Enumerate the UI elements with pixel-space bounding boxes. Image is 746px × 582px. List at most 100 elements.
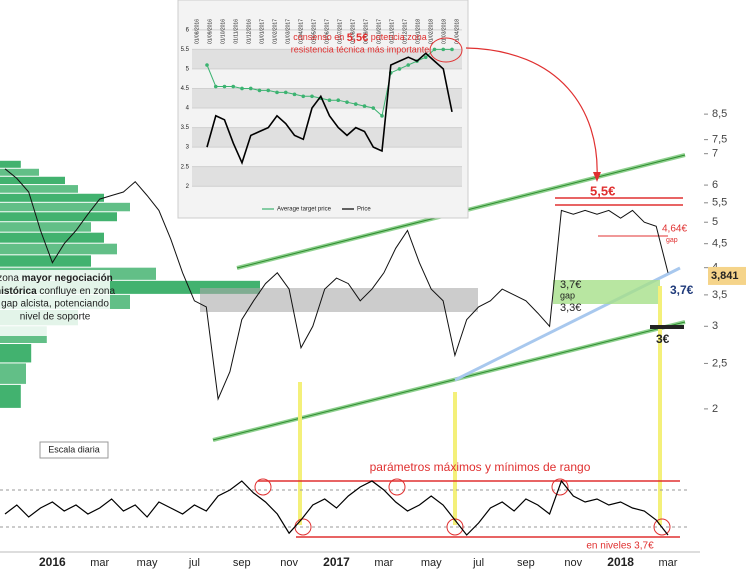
note-box — [0, 270, 110, 336]
y-tick-label: 5,5 — [712, 197, 727, 209]
gap-high-label: 3,7€ — [560, 279, 581, 291]
osc-circle — [653, 518, 671, 536]
volume-bar — [0, 185, 78, 193]
inset-y-tick-label: 3 — [186, 145, 190, 151]
legend-label: Average target price — [277, 207, 332, 213]
inset-x-tick-label: 01/11/2017 — [389, 19, 395, 44]
y-tick-label: 7 — [712, 148, 718, 160]
inset-marker — [450, 47, 454, 52]
inset-highlight — [429, 37, 463, 63]
inset-x-tick-label: 01/10/2017 — [376, 19, 382, 44]
inset-x-tick-label: 01/03/2018 — [441, 19, 447, 44]
inset-y-tick-label: 2 — [186, 184, 190, 190]
inset-marker — [327, 98, 332, 103]
congestion-band — [200, 288, 478, 312]
inset-band — [192, 166, 462, 187]
inset-x-tick-label: 01/02/2018 — [428, 19, 434, 44]
volume-bar — [0, 344, 32, 363]
current-price-label: 3,841 — [711, 270, 739, 282]
y-tick-label: 2 — [712, 403, 718, 415]
inset-marker — [423, 55, 428, 59]
inset-marker — [371, 106, 376, 110]
inset-x-tick-label: 01/04/2017 — [298, 19, 304, 44]
annotation-part: 5,5€ — [347, 32, 368, 44]
inset-x-tick-label: 01/08/2016 — [194, 19, 200, 44]
x-tick-label: may — [137, 557, 158, 569]
x-tick-label: nov — [564, 557, 582, 569]
support-label: 3,7€ — [670, 283, 694, 297]
y-tick-label: 2,5 — [712, 357, 727, 369]
inset-y-tick-label: 3.5 — [181, 125, 190, 131]
x-tick-label: mar — [659, 557, 678, 569]
scale-label: Escala diaria — [48, 444, 100, 454]
osc-circle — [551, 478, 569, 496]
inset-marker — [301, 94, 306, 99]
inset-marker — [310, 94, 314, 99]
inset-marker — [248, 86, 253, 91]
inset-x-tick-label: 01/06/2017 — [324, 19, 330, 44]
y-tick-label: 5 — [712, 216, 718, 228]
note-part: zona — [0, 273, 22, 284]
inset-marker — [266, 88, 271, 93]
inset-band — [192, 88, 462, 109]
range-title: parámetros máximos y mínimos de rango — [370, 460, 591, 474]
inset-x-tick-label: 01/04/2018 — [454, 19, 460, 44]
inset-y-tick-label: 2.5 — [181, 164, 190, 170]
x-tick-label: may — [421, 557, 442, 569]
volume-bar — [0, 202, 130, 212]
volume-bar — [0, 193, 104, 202]
inset-x-tick-label: 01/03/2017 — [285, 19, 291, 44]
volume-bar — [0, 255, 91, 267]
volume-bar — [0, 176, 65, 185]
inset-x-tick-label: 01/12/2017 — [402, 19, 408, 44]
support-note: histórica confluye en zona — [0, 286, 115, 297]
volume-bar — [0, 232, 104, 243]
inset-x-tick-label: 01/12/2016 — [246, 19, 252, 44]
inset-marker — [397, 67, 402, 71]
osc-circle — [388, 478, 406, 496]
inset-chart: 2 2.5 3 3.5 4 4.5 5 5.5 6 01/08/2016 01/09/2016 01/… — [177, 0, 469, 219]
inset-x-tick-label: 01/09/2016 — [207, 19, 213, 44]
inset-marker — [213, 84, 218, 89]
volume-bar — [0, 168, 39, 176]
x-tick-label: mar — [374, 557, 393, 569]
x-tick-label: mar — [90, 557, 109, 569]
support-note: gap alcista, potenciando — [1, 299, 109, 310]
inset-marker — [441, 47, 446, 52]
inset-y-tick-label: 5.5 — [181, 47, 190, 53]
inset-marker — [353, 102, 358, 106]
volume-bar — [0, 384, 21, 408]
oscillator — [0, 478, 690, 538]
inset-x-tick-label: 01/07/2017 — [337, 19, 343, 44]
inset-y-tick-label: 6 — [186, 27, 190, 33]
floor-label: 3€ — [656, 332, 670, 346]
inset-marker — [240, 86, 244, 91]
x-tick-label: jul — [472, 557, 484, 569]
y-tick-label: 7,5 — [712, 134, 727, 146]
current-price-box — [708, 266, 746, 285]
legend-label: Price — [357, 207, 371, 213]
gap-level-label: 4,64€ — [662, 224, 687, 235]
note-part: histórica — [0, 286, 37, 297]
price-line — [4, 168, 669, 401]
inset-x-tick-label: 01/02/2017 — [272, 19, 278, 44]
inset-y-tick-label: 5 — [186, 66, 190, 72]
callout-arrow — [465, 47, 598, 179]
gap-mid-label: gap — [560, 290, 575, 300]
osc-circle — [254, 478, 272, 496]
floor-bar — [650, 325, 684, 329]
callout-arrowhead — [593, 172, 601, 182]
inset-x-tick-label: 01/05/2017 — [311, 19, 317, 44]
x-tick-label: 2016 — [39, 555, 66, 569]
inset-annotation: consenso en 5,5€ potencia zona — [293, 32, 427, 44]
inset-marker — [283, 90, 288, 95]
inset-marker — [222, 84, 227, 89]
inset-marker — [380, 114, 384, 118]
scale-box — [39, 441, 109, 459]
inset-x-tick-label: 01/11/2016 — [233, 19, 239, 44]
inset-marker — [292, 92, 297, 97]
support-note: zona mayor negociación — [0, 273, 113, 284]
inset-x-tick-label: 01/01/2017 — [259, 19, 265, 44]
